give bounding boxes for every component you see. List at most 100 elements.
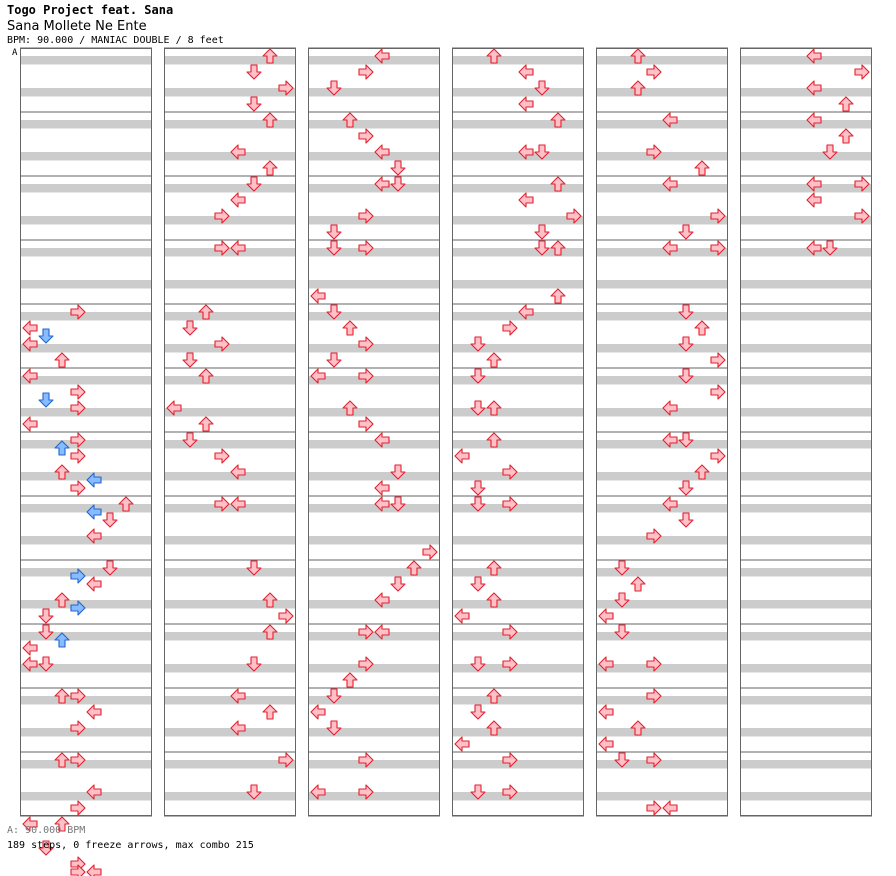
- step-note-right-arrow: [70, 384, 86, 400]
- step-note-left-arrow: [454, 448, 470, 464]
- step-note-up-arrow: [486, 688, 502, 704]
- step-note-left-arrow: [598, 704, 614, 720]
- beat-stripe: [596, 632, 728, 641]
- column-border: [596, 48, 728, 816]
- beat-stripe: [20, 504, 152, 513]
- step-note-right-arrow: [710, 208, 726, 224]
- step-note-right-arrow: [422, 544, 438, 560]
- step-note-right-arrow: [854, 176, 870, 192]
- step-note-right-arrow: [70, 720, 86, 736]
- step-note-right-arrow: [646, 752, 662, 768]
- beat-stripe: [308, 760, 440, 769]
- beat-stripe: [20, 184, 152, 193]
- beat-stripe: [452, 440, 584, 449]
- step-note-up-arrow: [630, 80, 646, 96]
- beat-stripe: [164, 344, 296, 353]
- step-note-down-arrow: [38, 840, 54, 856]
- step-note-up-arrow: [486, 720, 502, 736]
- column-border: [20, 48, 152, 816]
- step-note-right-arrow: [70, 304, 86, 320]
- step-note-right-arrow: [70, 688, 86, 704]
- beat-stripe: [596, 120, 728, 129]
- beat-stripe: [740, 88, 872, 97]
- step-note-right-arrow: [502, 656, 518, 672]
- step-note-right-arrow: [646, 656, 662, 672]
- step-note-up-arrow: [694, 160, 710, 176]
- beat-stripe: [164, 792, 296, 801]
- step-note-right-arrow: [502, 752, 518, 768]
- step-note-left-arrow: [806, 240, 822, 256]
- beat-stripe: [164, 120, 296, 129]
- step-note-right-arrow: [214, 336, 230, 352]
- step-note-left-arrow: [230, 464, 246, 480]
- beat-stripe: [308, 184, 440, 193]
- step-note-down-arrow: [614, 592, 630, 608]
- beat-stripe: [452, 248, 584, 257]
- step-note-right-arrow: [710, 448, 726, 464]
- beat-stripe: [20, 664, 152, 673]
- step-note-down-arrow: [246, 784, 262, 800]
- beat-stripe: [308, 696, 440, 705]
- step-note-down-arrow: [470, 480, 486, 496]
- step-note-up-arrow: [486, 560, 502, 576]
- step-note-down-arrow: [326, 80, 342, 96]
- beat-stripe: [164, 152, 296, 161]
- step-note-down-arrow: [246, 656, 262, 672]
- beat-stripe: [20, 344, 152, 353]
- beat-stripe: [452, 696, 584, 705]
- beat-stripe: [452, 344, 584, 353]
- beat-stripe: [308, 792, 440, 801]
- step-note-down-arrow: [326, 240, 342, 256]
- beat-stripe: [164, 760, 296, 769]
- beat-stripe: [452, 408, 584, 417]
- step-note-left-arrow: [86, 576, 102, 592]
- step-note-up-arrow: [198, 368, 214, 384]
- step-note-left-arrow: [230, 496, 246, 512]
- step-note-up-arrow: [838, 128, 854, 144]
- step-note-down-arrow: [470, 576, 486, 592]
- beat-stripe: [164, 88, 296, 97]
- step-note-left-arrow: [310, 368, 326, 384]
- step-note-left-arrow: [22, 656, 38, 672]
- step-note-up-arrow: [198, 416, 214, 432]
- beat-stripe: [308, 152, 440, 161]
- beat-stripe: [740, 536, 872, 545]
- step-note-right-arrow: [358, 336, 374, 352]
- step-note-left-arrow: [22, 368, 38, 384]
- step-note-left-arrow: [230, 192, 246, 208]
- step-note-down-arrow: [470, 400, 486, 416]
- step-note-down-arrow: [326, 720, 342, 736]
- step-note-up-arrow: [54, 440, 70, 456]
- step-note-up-arrow: [838, 96, 854, 112]
- step-note-up-arrow: [262, 592, 278, 608]
- step-note-down-arrow: [246, 96, 262, 112]
- beat-stripe: [740, 632, 872, 641]
- step-note-right-arrow: [502, 464, 518, 480]
- step-note-left-arrow: [374, 592, 390, 608]
- step-note-right-arrow: [278, 608, 294, 624]
- step-note-right-arrow: [710, 240, 726, 256]
- step-note-down-arrow: [678, 336, 694, 352]
- step-note-up-arrow: [54, 688, 70, 704]
- step-note-down-arrow: [326, 688, 342, 704]
- step-note-down-arrow: [326, 304, 342, 320]
- step-note-down-arrow: [470, 784, 486, 800]
- step-note-left-arrow: [518, 96, 534, 112]
- step-note-right-arrow: [358, 656, 374, 672]
- step-note-down-arrow: [390, 176, 406, 192]
- step-note-up-arrow: [550, 288, 566, 304]
- beat-stripe: [20, 120, 152, 129]
- step-note-left-arrow: [806, 80, 822, 96]
- song-title: Sana Mollete Ne Ente: [7, 19, 147, 34]
- beat-stripe: [164, 56, 296, 65]
- step-note-down-arrow: [822, 144, 838, 160]
- beat-stripe: [164, 664, 296, 673]
- beat-stripe: [740, 152, 872, 161]
- step-note-down-arrow: [390, 464, 406, 480]
- step-note-right-arrow: [358, 64, 374, 80]
- step-note-down-arrow: [470, 656, 486, 672]
- step-note-left-arrow: [166, 400, 182, 416]
- step-note-right-arrow: [646, 800, 662, 816]
- beat-stripe: [740, 184, 872, 193]
- step-note-left-arrow: [518, 144, 534, 160]
